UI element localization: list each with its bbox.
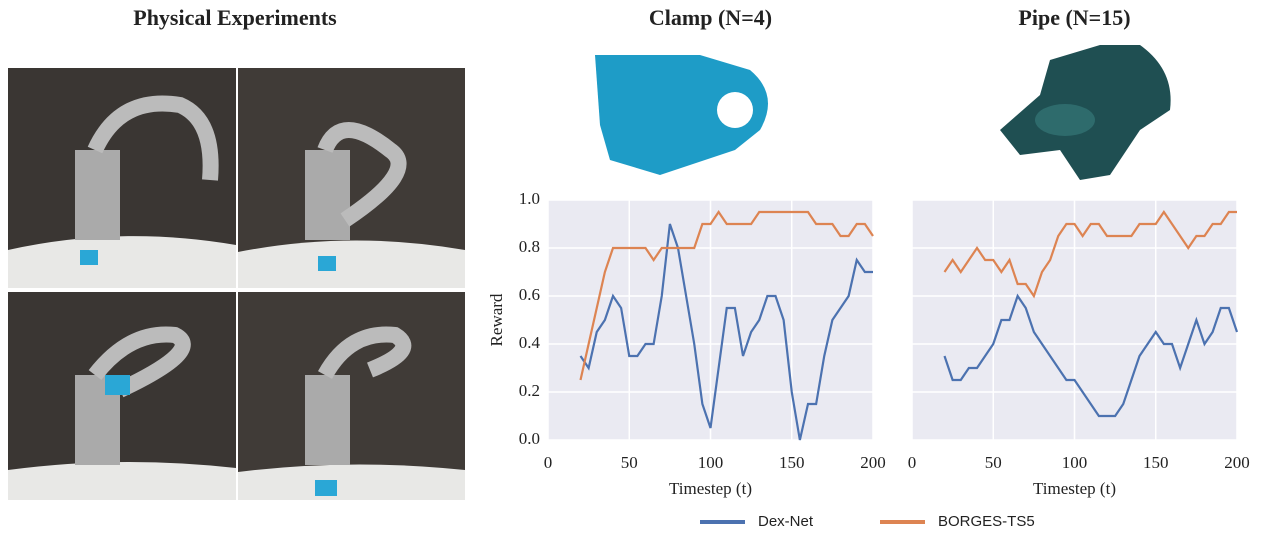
x-tick-label: 100 <box>1062 453 1088 472</box>
x-axis-label: Timestep (t) <box>1033 479 1116 498</box>
clamp-image <box>595 55 768 175</box>
x-tick-label: 150 <box>779 453 805 472</box>
x-tick-label: 50 <box>985 453 1002 472</box>
y-axis-label: Reward <box>487 293 506 346</box>
x-tick-label: 200 <box>860 453 886 472</box>
series-line <box>579 210 874 381</box>
series-line <box>943 293 1239 418</box>
series-line <box>579 223 873 441</box>
chart-title: Pipe (N=15) <box>1018 5 1130 30</box>
series-line <box>943 210 1237 299</box>
x-tick-label: 0 <box>544 453 553 472</box>
x-tick-label: 0 <box>908 453 917 472</box>
y-tick-label: 1.0 <box>519 189 540 208</box>
y-tick-label: 0.8 <box>519 237 540 256</box>
x-tick-label: 50 <box>621 453 638 472</box>
y-tick-label: 0.4 <box>519 333 541 352</box>
x-tick-label: 100 <box>698 453 724 472</box>
photo-title: Physical Experiments <box>133 5 337 30</box>
pipe-image <box>1000 45 1171 180</box>
chart-title: Clamp (N=4) <box>649 5 772 30</box>
y-tick-label: 0.0 <box>519 429 540 448</box>
legend-label: Dex-Net <box>758 513 814 530</box>
legend-label: BORGES-TS5 <box>938 513 1035 530</box>
x-tick-label: 200 <box>1224 453 1250 472</box>
photo-grid <box>8 68 465 500</box>
y-tick-label: 0.6 <box>519 285 540 304</box>
x-tick-label: 150 <box>1143 453 1169 472</box>
x-axis-label: Timestep (t) <box>669 479 752 498</box>
y-tick-label: 0.2 <box>519 381 540 400</box>
